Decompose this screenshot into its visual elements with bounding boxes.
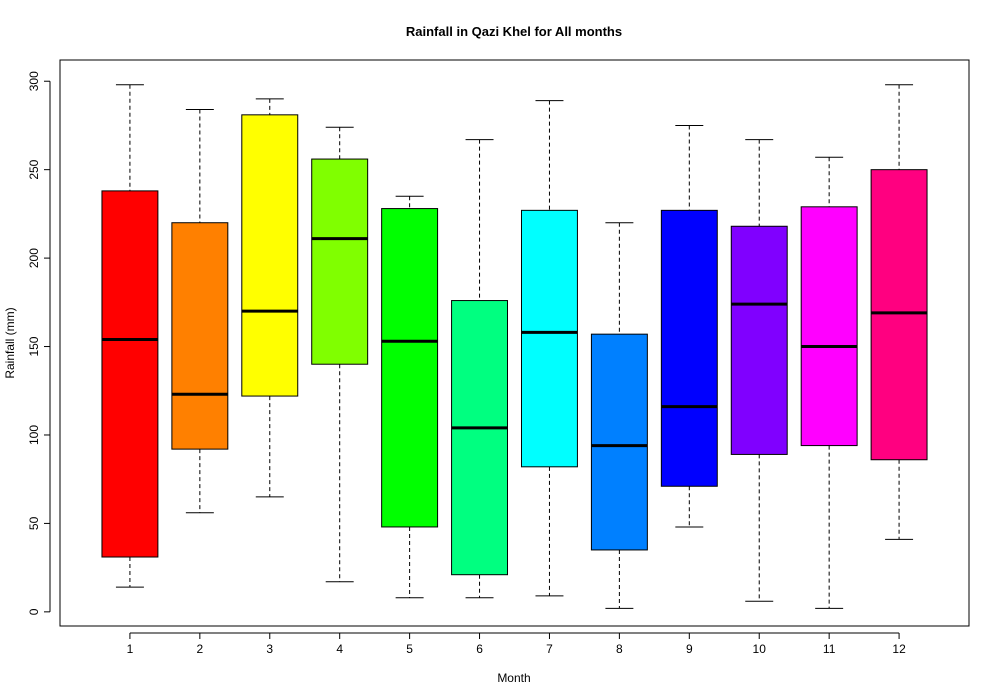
box-month-7 <box>520 100 578 597</box>
box-month-5 <box>381 195 439 599</box>
box-month-8 <box>590 222 648 609</box>
x-tick-label: 5 <box>406 642 413 656</box>
iqr-box <box>590 333 648 551</box>
x-tick-label: 4 <box>336 642 343 656</box>
iqr-box <box>520 209 578 468</box>
y-tick-label: 150 <box>27 336 41 356</box>
y-tick-label: 50 <box>27 516 41 530</box>
iqr-box <box>800 206 858 447</box>
x-tick-label: 1 <box>127 642 134 656</box>
box-month-2 <box>171 109 229 514</box>
x-tick-label: 10 <box>753 642 767 656</box>
x-axis-label: Month <box>497 671 530 685</box>
box-month-4 <box>311 126 369 583</box>
iqr-box <box>311 158 369 365</box>
x-axis: 1 2 3 4 5 6 7 8 9 10 11 12 <box>127 632 906 656</box>
iqr-box <box>381 208 439 528</box>
y-tick-label: 250 <box>27 159 41 179</box>
chart-title: Rainfall in Qazi Khel for All months <box>406 24 622 39</box>
box-month-3 <box>241 98 299 498</box>
y-axis: 0 50 100 150 200 250 300 <box>27 71 51 615</box>
iqr-box <box>660 209 718 487</box>
y-tick-label: 200 <box>27 248 41 268</box>
iqr-box <box>730 225 788 455</box>
y-axis-label: Rainfall (mm) <box>3 307 17 378</box>
box-month-6 <box>451 139 509 599</box>
boxes-group <box>101 84 928 609</box>
iqr-box <box>101 190 159 558</box>
box-month-11 <box>800 156 858 609</box>
iqr-box <box>870 169 928 461</box>
box-month-1 <box>101 84 159 588</box>
box-month-10 <box>730 139 788 602</box>
x-tick-label: 8 <box>616 642 623 656</box>
y-tick-label: 0 <box>27 608 41 615</box>
x-tick-label: 12 <box>892 642 906 656</box>
box-month-9 <box>660 124 718 528</box>
box-month-12 <box>870 84 928 540</box>
x-tick-label: 7 <box>546 642 553 656</box>
iqr-box <box>451 300 509 576</box>
x-tick-label: 9 <box>686 642 693 656</box>
y-tick-label: 100 <box>27 425 41 445</box>
x-tick-label: 2 <box>197 642 204 656</box>
x-tick-label: 11 <box>823 642 836 656</box>
iqr-box <box>171 222 229 450</box>
x-tick-label: 6 <box>476 642 483 656</box>
iqr-box <box>241 114 299 397</box>
y-tick-label: 300 <box>27 71 41 91</box>
x-tick-label: 3 <box>266 642 273 656</box>
plot-frame <box>59 59 970 627</box>
